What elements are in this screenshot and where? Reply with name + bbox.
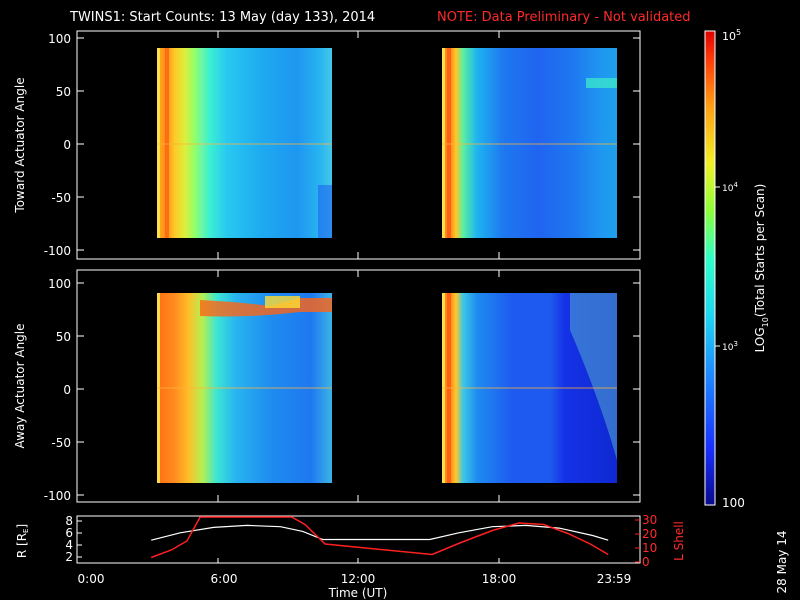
radius-series-line [151,524,609,541]
bottom-block2-plume [570,293,617,460]
top-block1-corner [318,185,332,238]
bottom-ytick-label: 0 [63,383,71,397]
bottom-ytick-label: -100 [44,489,71,503]
orbit-right-tick: 20 [642,527,657,541]
orbit-right-tick: 0 [642,555,650,569]
orbit-right-tick: 10 [642,541,657,555]
top-data-block-1 [157,48,332,238]
orbit-axis-ticks [77,520,500,563]
xtick-label: 18:00 [482,572,517,586]
bottom-heatmap-panel: 100 50 0 -50 -100 Away Actuator Angle [13,269,641,503]
colorbar-label: LOG10(Total Starts per Scan) [753,184,770,353]
orbit-left-tick: 8 [65,514,73,528]
bottom-block1-patch [265,296,300,308]
top-axis-ticks [77,31,640,259]
date-stamp: 28 May 14 [775,531,789,594]
colorbar: 105 104 103 100 LOG10(Total Starts per S… [704,28,770,510]
bottom-ylabel: Away Actuator Angle [13,323,27,448]
bottom-ytick-label: 100 [48,277,71,291]
top-ytick-label: 50 [56,85,71,99]
xaxis-label: Time (UT) [328,586,388,600]
orbit-right-label: L Shell [672,521,686,561]
top-block1-hot-band [165,48,169,238]
colorbar-tick-label: 103 [722,340,738,353]
colorbar-ticks [715,186,720,347]
top-block2-hot-band [447,48,451,238]
colorbar-tick-label: 100 [722,496,745,510]
lshell-series-line [150,516,609,559]
bottom-ytick-label: -50 [51,436,71,450]
xtick-label: 6:00 [211,572,238,586]
top-block1-edge [157,48,160,238]
top-ytick-label: 0 [63,138,71,152]
orbit-right-ticks [635,519,640,563]
orbit-left-tick: 2 [65,550,73,564]
chart-title: TWINS1: Start Counts: 13 May (day 133), … [69,10,375,25]
xtick-label: 12:00 [341,572,376,586]
orbit-left-tick: 6 [65,526,73,540]
top-heatmap-panel: 100 50 0 -50 -100 Toward Actuator Angle [13,30,641,260]
top-block1-streak [200,48,203,238]
orbit-panel: 8 6 4 2 R [RE] 30 20 10 0 L Shell 0:00 6… [15,513,686,600]
colorbar-tick-label: 104 [722,181,738,194]
bottom-axis-ticks [77,270,640,502]
chart-note: NOTE: Data Preliminary - Not validated [437,10,691,25]
top-ytick-label: -50 [51,191,71,205]
top-ylabel: Toward Actuator Angle [13,77,27,213]
orbit-lines [150,516,609,559]
colorbar-tick-label: 105 [722,28,741,43]
orbit-left-label: R [RE] [15,524,30,558]
top-data-block-2 [442,48,617,238]
top-ytick-label: 100 [48,32,71,46]
bottom-ytick-label: 50 [56,330,71,344]
colorbar-gradient [704,30,716,506]
xtick-label: 23:59 [597,572,632,586]
top-block2-edge [442,48,445,238]
top-block2-patch [586,78,617,88]
orbit-right-tick: 30 [642,513,657,527]
xtick-label: 0:00 [78,572,105,586]
orbit-left-tick: 4 [65,538,73,552]
top-ytick-label: -100 [44,244,71,258]
